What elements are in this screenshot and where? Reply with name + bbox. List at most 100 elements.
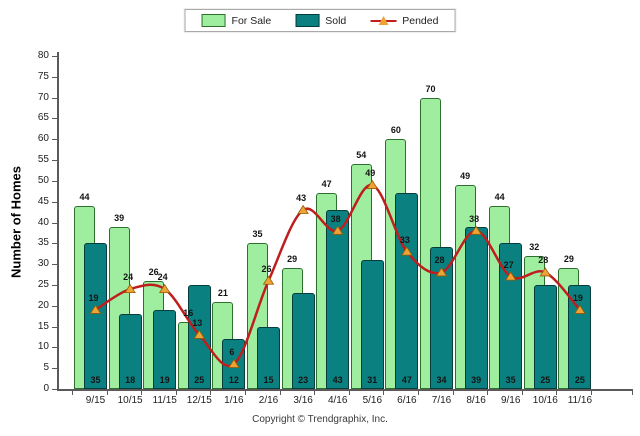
x-tick (245, 391, 246, 395)
pended-label: 24 (123, 272, 134, 283)
pended-label: 28 (434, 255, 445, 266)
bar-sold (395, 193, 419, 389)
y-tick (52, 264, 57, 266)
x-tick-label: 10/15 (117, 395, 143, 406)
pended-label: 19 (88, 292, 99, 303)
pended-label: 24 (157, 272, 168, 283)
y-tick-label: 0 (43, 383, 49, 394)
x-tick (314, 391, 316, 395)
y-tick (52, 368, 57, 370)
y-tick-label: 65 (37, 112, 49, 124)
pended-label: 27 (503, 259, 514, 270)
y-tick-label: 60 (37, 133, 49, 145)
y-tick-label: 55 (37, 154, 49, 166)
pended-marker-icon (378, 15, 389, 25)
x-tick (383, 391, 385, 395)
bar-label-for-sale: 49 (460, 171, 471, 182)
pended-label: 43 (296, 193, 307, 203)
y-tick (52, 243, 57, 245)
pended-label: 38 (469, 213, 480, 224)
bar-label-for-sale: 35 (252, 229, 263, 240)
x-tick (106, 391, 108, 395)
x-tick-label: 11/15 (152, 395, 177, 406)
x-tick (418, 391, 419, 395)
bar-label-sold: 43 (332, 375, 343, 385)
y-tick (52, 118, 57, 120)
x-tick-label: 3/16 (293, 395, 313, 406)
bar-sold (430, 247, 453, 389)
y-tick (52, 180, 57, 182)
bar-label-for-sale: 29 (287, 254, 298, 265)
x-tick (141, 391, 143, 395)
pended-label: 33 (399, 234, 410, 245)
bar-label-sold: 31 (367, 375, 378, 385)
x-tick-label: 5/16 (362, 395, 383, 406)
bar-label-for-sale: 32 (529, 241, 540, 252)
y-tick (52, 76, 57, 78)
legend-label-sold: Sold (325, 14, 347, 27)
y-tick (52, 160, 57, 162)
y-tick (52, 347, 57, 349)
bar-label-sold: 39 (471, 375, 482, 385)
y-tick (52, 201, 57, 203)
x-tick-label: 2/16 (258, 395, 279, 406)
bar-sold (360, 259, 384, 389)
pended-label: 26 (261, 263, 272, 274)
y-tick-label: 25 (37, 278, 49, 290)
legend-item-pended: Pended (370, 15, 438, 27)
x-tick (556, 391, 558, 395)
bar-label-sold: 12 (228, 375, 239, 385)
bar-label-for-sale: 60 (390, 125, 401, 136)
bar-sold (187, 284, 211, 389)
x-tick (72, 391, 73, 395)
pended-label: 28 (538, 255, 549, 266)
bar-label-for-sale: 47 (321, 179, 332, 190)
x-tick (487, 391, 489, 395)
legend-label-pended: Pended (402, 14, 439, 27)
bar-label-for-sale: 29 (563, 254, 574, 265)
legend-item-sold: Sold (295, 14, 346, 27)
x-tick (279, 391, 281, 395)
y-tick-label: 30 (37, 258, 49, 270)
x-tick-label: 10/16 (532, 395, 558, 406)
bar-label-sold: 35 (90, 375, 101, 385)
pended-line-swatch (370, 15, 397, 26)
copyright-text: Copyright © Trendgraphix, Inc. (252, 414, 388, 425)
y-tick-label: 75 (37, 70, 49, 82)
bar-label-sold: 23 (298, 375, 309, 385)
pended-label: 38 (330, 213, 341, 224)
y-tick-label: 5 (43, 362, 49, 374)
y-tick-label: 80 (37, 50, 49, 61)
x-tick (452, 391, 454, 395)
bar-label-for-sale: 21 (217, 287, 228, 298)
bar-label-sold: 25 (540, 375, 551, 385)
y-tick-label: 35 (37, 237, 49, 249)
y-tick-label: 40 (37, 216, 49, 228)
x-tick-label: 11/16 (567, 395, 593, 406)
bar-label-for-sale: 39 (114, 212, 125, 223)
x-tick (348, 391, 350, 395)
sold-swatch (295, 14, 320, 27)
y-tick-label: 20 (37, 299, 49, 311)
x-tick-label: 8/16 (466, 395, 486, 406)
x-tick-label: 9/16 (500, 395, 521, 406)
x-axis (57, 389, 633, 391)
y-tick (52, 56, 57, 57)
bar-sold (326, 210, 350, 389)
y-tick (52, 389, 57, 390)
pended-label: 49 (365, 168, 376, 179)
y-tick-label: 70 (37, 91, 49, 103)
for-sale-swatch (201, 14, 226, 27)
y-tick (52, 222, 57, 224)
bar-sold (533, 284, 557, 389)
y-tick (52, 139, 57, 141)
x-tick-label: 9/15 (85, 395, 106, 406)
y-tick-label: 50 (37, 174, 49, 186)
bar-label-sold: 34 (436, 375, 447, 385)
bar-label-sold: 35 (505, 375, 516, 385)
pended-label: 19 (572, 292, 583, 303)
legend: For Sale Sold Pended (184, 9, 456, 32)
legend-label-for-sale: For Sale (231, 14, 272, 27)
bar-label-sold: 25 (194, 375, 205, 385)
bar-label-for-sale: 44 (79, 191, 90, 202)
